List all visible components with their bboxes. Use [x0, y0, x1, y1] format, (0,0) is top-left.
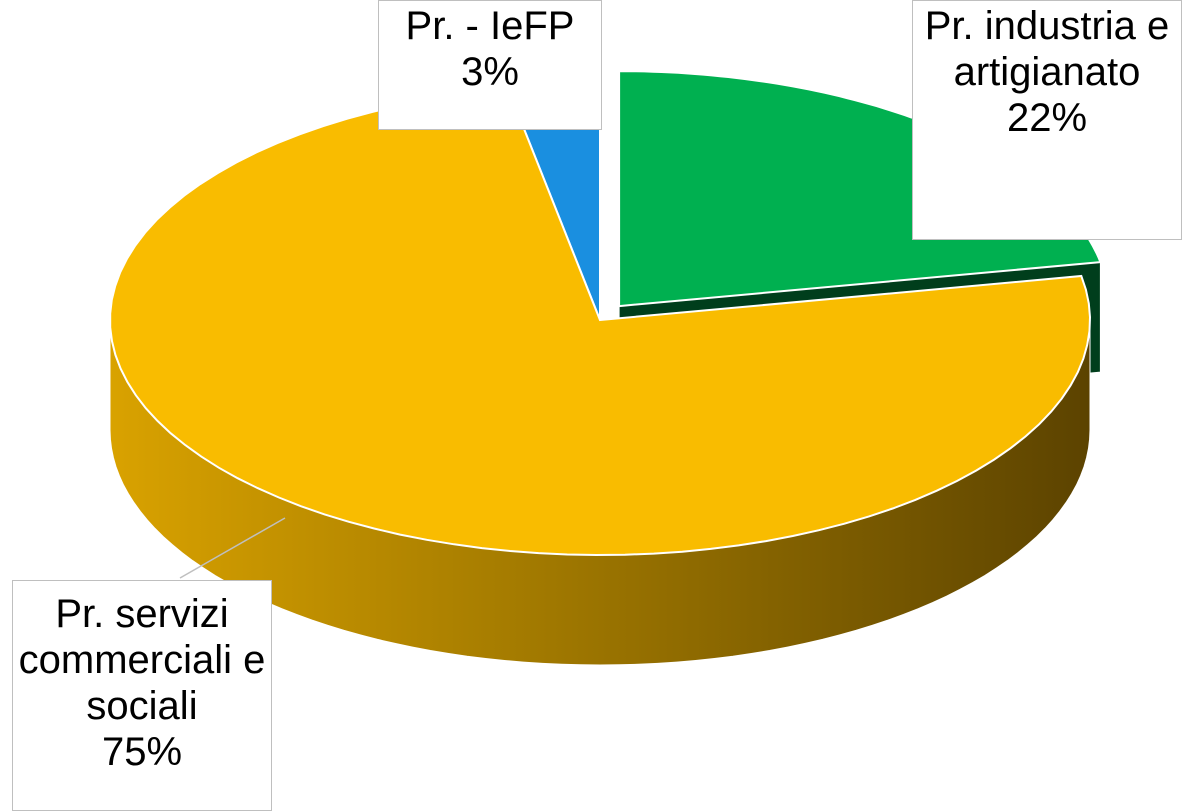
data-label: Pr. servizi commerciali e sociali 75%: [12, 580, 272, 811]
label-category: Pr. servizi commerciali e sociali: [18, 592, 266, 728]
label-category: Pr. - IeFP: [405, 4, 575, 48]
label-value: 75%: [101, 730, 183, 774]
data-label: Pr. - IeFP 3%: [378, 0, 602, 130]
leader-line: [179, 517, 286, 579]
data-label: Pr. industria e artigianato 22%: [912, 0, 1182, 240]
slice: [109, 88, 1092, 557]
label-value: 22%: [1006, 96, 1088, 140]
label-value: 3%: [461, 50, 519, 94]
label-category: Pr. industria e artigianato: [924, 4, 1170, 94]
